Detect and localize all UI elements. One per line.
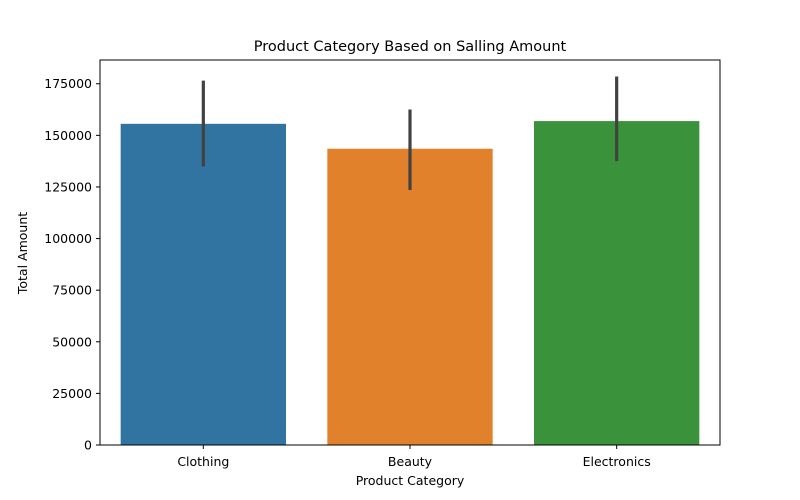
bars-layer [120,121,700,446]
y-tick-label-25000: 25000 [52,386,92,401]
bar-beauty [327,148,493,446]
x-tick-label-clothing: Clothing [177,454,229,469]
x-tick-label-electronics: Electronics [583,454,651,469]
error-bars-layer [201,76,619,191]
bar-clothing [120,123,287,445]
chart-title: Product Category Based on Salling Amount [254,39,567,55]
y-axis: 0 25000 50000 75000 100000 125000 150000 175000 [44,76,100,453]
y-tick-label-175000: 175000 [44,76,92,91]
x-tick-label-beauty: Beauty [388,454,433,469]
y-tick-label-150000: 150000 [44,128,92,143]
y-tick-label-0: 0 [84,438,92,453]
y-tick-label-100000: 100000 [44,231,92,246]
x-axis-label: Product Category [356,473,465,488]
y-tick-label-125000: 125000 [44,179,92,194]
y-tick-label-75000: 75000 [52,283,92,298]
x-axis: Clothing Beauty Electronics [177,445,651,469]
y-axis-label: Total Amount [15,212,30,295]
y-tick-label-50000: 50000 [52,334,92,349]
bar-electronics [534,121,700,445]
